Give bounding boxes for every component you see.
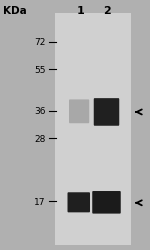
Bar — [55, 14, 130, 245]
Text: 1: 1 — [76, 6, 84, 16]
Text: KDa: KDa — [3, 6, 27, 16]
FancyBboxPatch shape — [69, 100, 89, 124]
FancyBboxPatch shape — [92, 191, 121, 214]
Text: 55: 55 — [34, 66, 46, 74]
FancyBboxPatch shape — [94, 99, 119, 126]
Text: 36: 36 — [34, 107, 46, 116]
Text: 17: 17 — [34, 197, 46, 206]
Text: 28: 28 — [34, 134, 46, 143]
Text: 72: 72 — [34, 38, 46, 47]
Text: 2: 2 — [103, 6, 111, 16]
FancyBboxPatch shape — [68, 192, 90, 212]
